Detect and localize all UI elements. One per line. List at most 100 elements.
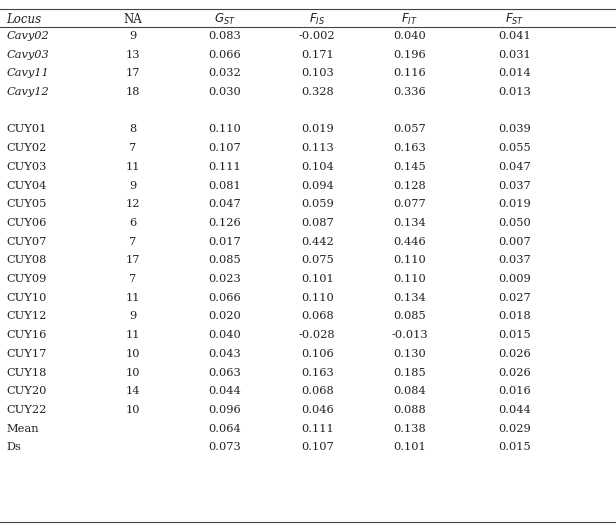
Text: 18: 18 (125, 87, 140, 97)
Text: 0.013: 0.013 (498, 87, 531, 97)
Text: 0.023: 0.023 (208, 274, 241, 284)
Text: 0.066: 0.066 (208, 50, 241, 60)
Text: 0.046: 0.046 (301, 405, 334, 415)
Text: 0.126: 0.126 (208, 218, 241, 228)
Text: CUY06: CUY06 (6, 218, 47, 228)
Text: 12: 12 (125, 199, 140, 209)
Text: 0.196: 0.196 (393, 50, 426, 60)
Text: 0.018: 0.018 (498, 311, 531, 321)
Text: 0.094: 0.094 (301, 181, 334, 190)
Text: 0.055: 0.055 (498, 143, 531, 153)
Text: 0.037: 0.037 (498, 181, 531, 190)
Text: 0.007: 0.007 (498, 237, 531, 247)
Text: 0.020: 0.020 (208, 311, 241, 321)
Text: 10: 10 (125, 405, 140, 415)
Text: 0.026: 0.026 (498, 349, 531, 359)
Text: 0.110: 0.110 (301, 293, 334, 302)
Text: 0.044: 0.044 (208, 386, 241, 396)
Text: 9: 9 (129, 311, 136, 321)
Text: 0.081: 0.081 (208, 181, 241, 190)
Text: 0.019: 0.019 (301, 124, 334, 134)
Text: -0.028: -0.028 (299, 330, 336, 340)
Text: 9: 9 (129, 181, 136, 190)
Text: 10: 10 (125, 349, 140, 359)
Text: Mean: Mean (6, 424, 39, 434)
Text: 0.029: 0.029 (498, 424, 531, 434)
Text: 0.015: 0.015 (498, 443, 531, 452)
Text: CUY10: CUY10 (6, 293, 47, 302)
Text: 0.101: 0.101 (393, 443, 426, 452)
Text: 0.084: 0.084 (393, 386, 426, 396)
Text: 10: 10 (125, 368, 140, 377)
Text: 0.111: 0.111 (208, 162, 241, 172)
Text: 0.015: 0.015 (498, 330, 531, 340)
Text: CUY07: CUY07 (6, 237, 47, 247)
Text: 0.040: 0.040 (393, 31, 426, 41)
Text: 0.037: 0.037 (498, 256, 531, 265)
Text: Ds: Ds (6, 443, 21, 452)
Text: 0.068: 0.068 (301, 386, 334, 396)
Text: 0.031: 0.031 (498, 50, 531, 60)
Text: 0.134: 0.134 (393, 218, 426, 228)
Text: 0.057: 0.057 (393, 124, 426, 134)
Text: 0.106: 0.106 (301, 349, 334, 359)
Text: 0.110: 0.110 (208, 124, 241, 134)
Text: 0.039: 0.039 (498, 124, 531, 134)
Text: CUY09: CUY09 (6, 274, 47, 284)
Text: 0.059: 0.059 (301, 199, 334, 209)
Text: 0.041: 0.041 (498, 31, 531, 41)
Text: 7: 7 (129, 274, 136, 284)
Text: Cavy02: Cavy02 (6, 31, 49, 41)
Text: 0.171: 0.171 (301, 50, 334, 60)
Text: 8: 8 (129, 124, 136, 134)
Text: 0.017: 0.017 (208, 237, 241, 247)
Text: 17: 17 (125, 256, 140, 265)
Text: Locus: Locus (6, 13, 41, 26)
Text: 17: 17 (125, 69, 140, 78)
Text: CUY08: CUY08 (6, 256, 47, 265)
Text: -0.013: -0.013 (391, 330, 428, 340)
Text: 0.107: 0.107 (208, 143, 241, 153)
Text: 0.130: 0.130 (393, 349, 426, 359)
Text: 7: 7 (129, 143, 136, 153)
Text: 0.027: 0.027 (498, 293, 531, 302)
Text: 0.442: 0.442 (301, 237, 334, 247)
Text: 0.088: 0.088 (393, 405, 426, 415)
Text: 0.019: 0.019 (498, 199, 531, 209)
Text: 0.103: 0.103 (301, 69, 334, 78)
Text: 0.009: 0.009 (498, 274, 531, 284)
Text: 0.163: 0.163 (393, 143, 426, 153)
Text: 0.047: 0.047 (498, 162, 531, 172)
Text: CUY12: CUY12 (6, 311, 47, 321)
Text: CUY04: CUY04 (6, 181, 47, 190)
Text: 11: 11 (125, 293, 140, 302)
Text: 0.016: 0.016 (498, 386, 531, 396)
Text: 13: 13 (125, 50, 140, 60)
Text: CUY16: CUY16 (6, 330, 47, 340)
Text: CUY20: CUY20 (6, 386, 47, 396)
Text: 0.104: 0.104 (301, 162, 334, 172)
Text: 11: 11 (125, 162, 140, 172)
Text: 0.030: 0.030 (208, 87, 241, 97)
Text: CUY02: CUY02 (6, 143, 47, 153)
Text: 0.044: 0.044 (498, 405, 531, 415)
Text: 11: 11 (125, 330, 140, 340)
Text: $F_{ST}$: $F_{ST}$ (505, 12, 524, 27)
Text: 0.328: 0.328 (301, 87, 334, 97)
Text: 0.063: 0.063 (208, 368, 241, 377)
Text: 7: 7 (129, 237, 136, 247)
Text: 0.138: 0.138 (393, 424, 426, 434)
Text: 0.145: 0.145 (393, 162, 426, 172)
Text: 0.085: 0.085 (393, 311, 426, 321)
Text: $F_{IS}$: $F_{IS}$ (309, 12, 325, 27)
Text: 0.101: 0.101 (301, 274, 334, 284)
Text: CUY17: CUY17 (6, 349, 47, 359)
Text: 0.032: 0.032 (208, 69, 241, 78)
Text: $G_{ST}$: $G_{ST}$ (214, 12, 236, 27)
Text: 0.066: 0.066 (208, 293, 241, 302)
Text: -0.002: -0.002 (299, 31, 336, 41)
Text: 0.085: 0.085 (208, 256, 241, 265)
Text: 0.075: 0.075 (301, 256, 334, 265)
Text: 0.128: 0.128 (393, 181, 426, 190)
Text: $F_{IT}$: $F_{IT}$ (401, 12, 418, 27)
